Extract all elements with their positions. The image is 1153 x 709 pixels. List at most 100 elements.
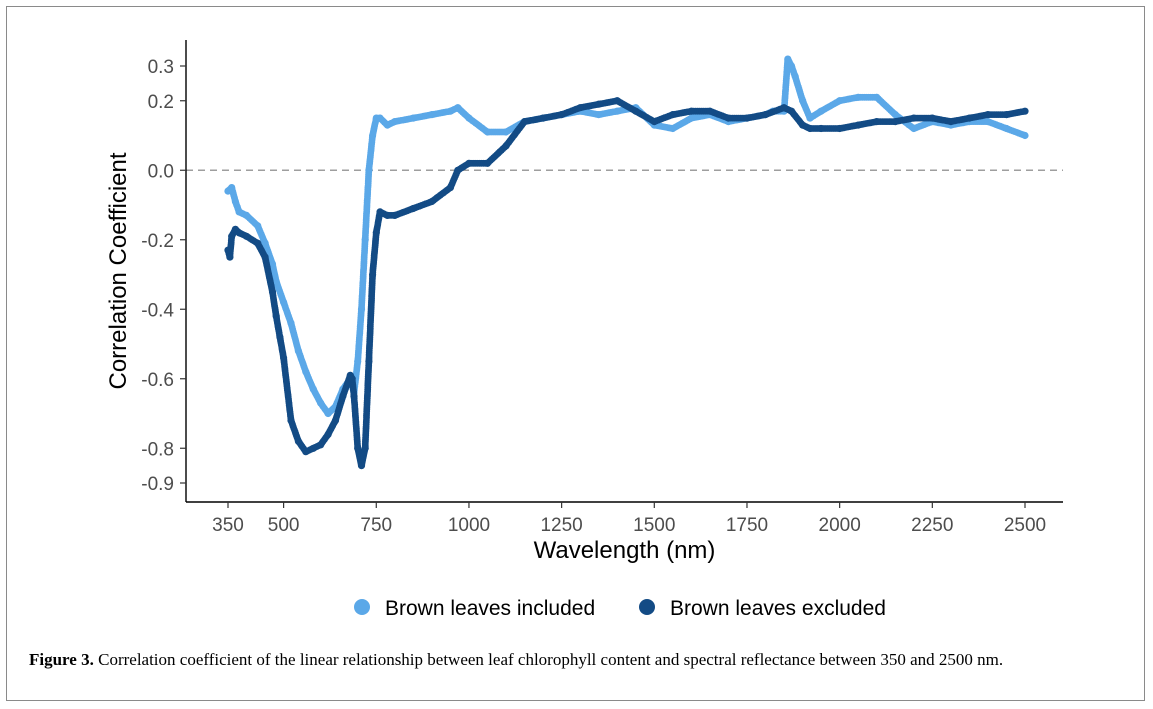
data-point (818, 108, 825, 115)
data-point (358, 306, 365, 313)
data-point (365, 167, 372, 174)
data-point (262, 254, 269, 261)
y-tick-label: -0.2 (141, 231, 174, 252)
data-point (384, 122, 391, 129)
data-point (232, 198, 239, 205)
figure-caption: Figure 3. Correlation coefficient of the… (29, 649, 1129, 670)
x-tick-label: 1500 (633, 515, 675, 536)
data-point (725, 115, 732, 122)
data-point (688, 115, 695, 122)
data-point (369, 271, 376, 278)
data-point (325, 410, 332, 417)
data-point (484, 128, 491, 135)
y-tick-label: -0.8 (141, 439, 174, 460)
data-point (855, 94, 862, 101)
y-tick-label: -0.9 (141, 474, 174, 495)
data-point (358, 462, 365, 469)
y-tick-label: -0.6 (141, 370, 174, 391)
data-point (224, 247, 231, 254)
data-point (502, 142, 509, 149)
data-point (325, 431, 332, 438)
data-point (806, 125, 813, 132)
data-point (454, 104, 461, 111)
data-point (784, 56, 791, 63)
data-point (243, 233, 250, 240)
legend-swatch-brown-excluded (639, 599, 655, 615)
data-point (428, 198, 435, 205)
data-point (743, 115, 750, 122)
x-tick-label: 750 (360, 515, 392, 536)
data-point (302, 448, 309, 455)
data-point (651, 118, 658, 125)
data-point (855, 122, 862, 129)
data-point (287, 417, 294, 424)
y-tick-label: -0.4 (141, 300, 174, 321)
data-point (295, 347, 302, 354)
x-axis-title: Wavelength (nm) (534, 537, 716, 564)
data-point (929, 115, 936, 122)
legend: Brown leaves included Brown leaves exclu… (354, 597, 886, 620)
data-point (354, 445, 361, 452)
data-point (873, 94, 880, 101)
data-point (428, 111, 435, 118)
data-point (966, 115, 973, 122)
y-tick-label: 0.2 (148, 92, 174, 113)
data-point (792, 73, 799, 80)
data-point (236, 229, 243, 236)
data-point (302, 368, 309, 375)
data-point (762, 111, 769, 118)
data-point (780, 104, 787, 111)
y-tick-label: 0.3 (148, 57, 174, 78)
data-point (369, 132, 376, 139)
data-point (577, 104, 584, 111)
data-point (818, 125, 825, 132)
x-tick-label: 2500 (1004, 515, 1046, 536)
data-point (465, 115, 472, 122)
data-point (310, 386, 317, 393)
data-point (873, 118, 880, 125)
data-point (669, 125, 676, 132)
series-1 (224, 97, 1028, 469)
x-tick-label: 1250 (540, 515, 582, 536)
data-point (376, 208, 383, 215)
data-point (984, 118, 991, 125)
data-point (502, 128, 509, 135)
data-point (295, 438, 302, 445)
data-point (228, 233, 235, 240)
data-point (317, 400, 324, 407)
legend-swatch-brown-included (354, 599, 370, 615)
data-point (1003, 125, 1010, 132)
data-point (614, 108, 621, 115)
data-point (332, 417, 339, 424)
data-point (339, 393, 346, 400)
data-point (669, 111, 676, 118)
data-point (362, 445, 369, 452)
data-point (892, 111, 899, 118)
data-point (447, 184, 454, 191)
data-point (836, 97, 843, 104)
x-tick-label: 1000 (448, 515, 490, 536)
data-point (484, 160, 491, 167)
data-point (365, 358, 372, 365)
x-tick-label: 1750 (726, 515, 768, 536)
data-point (595, 111, 602, 118)
data-point (614, 97, 621, 104)
data-point (254, 240, 261, 247)
data-point (558, 111, 565, 118)
data-point (892, 118, 899, 125)
data-point (362, 236, 369, 243)
data-point (447, 108, 454, 115)
data-point (454, 167, 461, 174)
correlation-chart: 350 500 750 1000 1250 1500 1750 2000 2250 2500 0.… (0, 0, 1153, 645)
data-point (465, 160, 472, 167)
data-point (273, 313, 280, 320)
x-tick-label: 350 (212, 515, 244, 536)
data-point (226, 254, 233, 261)
data-point (688, 108, 695, 115)
data-point (910, 125, 917, 132)
x-axis-ticks: 350 500 750 1000 1250 1500 1750 2000 2250 2500 (212, 502, 1046, 536)
data-point (236, 208, 243, 215)
data-point (243, 212, 250, 219)
data-point (799, 122, 806, 129)
data-point (269, 288, 276, 295)
